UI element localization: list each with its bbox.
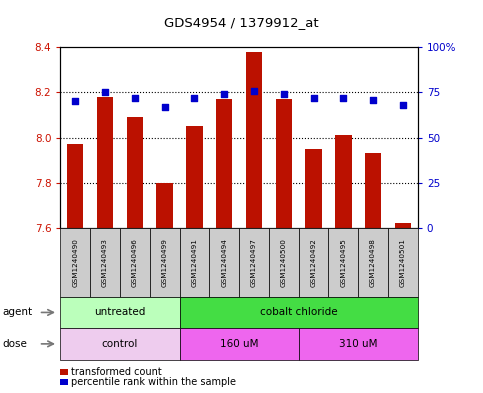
Bar bbox=[186, 126, 202, 228]
Text: GSM1240501: GSM1240501 bbox=[400, 238, 406, 287]
Point bbox=[101, 89, 109, 95]
Point bbox=[220, 91, 228, 97]
Point bbox=[369, 96, 377, 103]
Point bbox=[161, 104, 169, 110]
Point bbox=[399, 102, 407, 108]
Text: transformed count: transformed count bbox=[71, 367, 162, 377]
Point bbox=[250, 87, 258, 94]
Text: agent: agent bbox=[2, 307, 32, 318]
Point bbox=[131, 95, 139, 101]
Text: GSM1240493: GSM1240493 bbox=[102, 238, 108, 287]
Text: dose: dose bbox=[2, 339, 28, 349]
Text: GSM1240498: GSM1240498 bbox=[370, 238, 376, 287]
Text: GSM1240492: GSM1240492 bbox=[311, 238, 316, 287]
Text: percentile rank within the sample: percentile rank within the sample bbox=[71, 377, 236, 387]
Text: 310 uM: 310 uM bbox=[339, 339, 378, 349]
Text: untreated: untreated bbox=[94, 307, 146, 318]
Text: GSM1240499: GSM1240499 bbox=[162, 238, 168, 287]
Text: GSM1240490: GSM1240490 bbox=[72, 238, 78, 287]
Text: 160 uM: 160 uM bbox=[220, 339, 258, 349]
Text: GSM1240495: GSM1240495 bbox=[341, 238, 346, 287]
Bar bbox=[97, 97, 113, 228]
Text: GSM1240497: GSM1240497 bbox=[251, 238, 257, 287]
Bar bbox=[127, 117, 143, 228]
Bar bbox=[276, 99, 292, 228]
Point bbox=[310, 95, 317, 101]
Point bbox=[340, 95, 347, 101]
Bar bbox=[305, 149, 322, 228]
Text: GSM1240494: GSM1240494 bbox=[221, 238, 227, 287]
Text: control: control bbox=[102, 339, 138, 349]
Bar bbox=[395, 223, 411, 228]
Bar bbox=[246, 51, 262, 228]
Bar bbox=[67, 144, 84, 228]
Bar bbox=[335, 135, 352, 228]
Point bbox=[71, 98, 79, 105]
Bar bbox=[156, 183, 173, 228]
Text: GDS4954 / 1379912_at: GDS4954 / 1379912_at bbox=[164, 16, 319, 29]
Text: GSM1240496: GSM1240496 bbox=[132, 238, 138, 287]
Point bbox=[191, 95, 199, 101]
Bar bbox=[365, 153, 381, 228]
Text: cobalt chloride: cobalt chloride bbox=[260, 307, 338, 318]
Point bbox=[280, 91, 288, 97]
Text: GSM1240500: GSM1240500 bbox=[281, 238, 287, 287]
Bar bbox=[216, 99, 232, 228]
Text: GSM1240491: GSM1240491 bbox=[191, 238, 198, 287]
